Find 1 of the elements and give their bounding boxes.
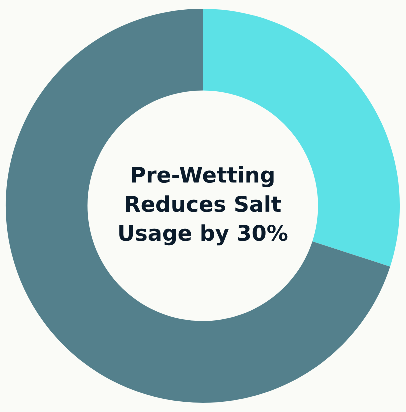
text: Pre-Wetting Reduces Salt Usage by 30% [120, 166, 288, 246]
